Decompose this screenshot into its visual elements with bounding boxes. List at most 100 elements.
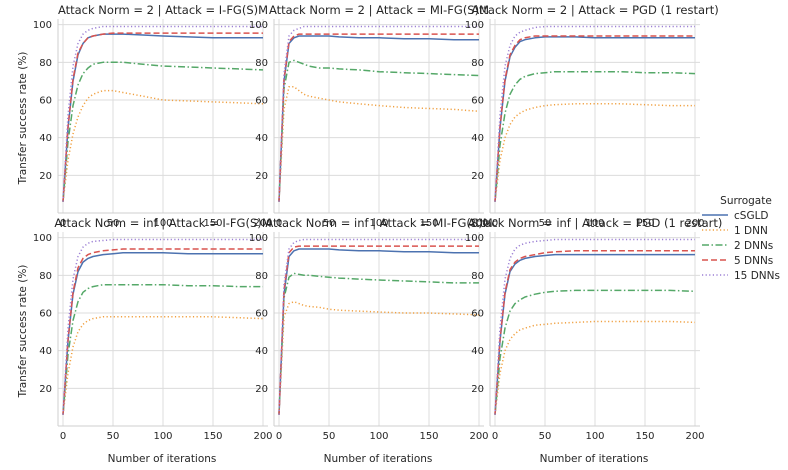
x-tick-label: 200 xyxy=(253,218,272,229)
panel-title: Attack Norm = inf | Attack = I-FG(S)M xyxy=(54,216,271,230)
y-tick-label: 40 xyxy=(39,346,52,357)
x-tick-label: 50 xyxy=(323,431,336,442)
x-tick-label: 100 xyxy=(153,218,172,229)
x-tick-label: 200 xyxy=(685,218,704,229)
panels-group: Attack Norm = 2 | Attack = I-FG(S)M 20 40 6… xyxy=(33,3,722,442)
series-line-5-dnns xyxy=(278,33,479,202)
series-line-2-dnns xyxy=(62,61,264,202)
legend-label: 1 DNN xyxy=(734,225,768,237)
panel-title: Attack Norm = 2 | Attack = MI-FG(S)M xyxy=(269,3,489,17)
y-tick-label: 20 xyxy=(471,171,484,182)
y-tick-label: 100 xyxy=(249,20,268,31)
x-tick-label: 50 xyxy=(107,218,120,229)
series-line-csgld xyxy=(62,33,263,202)
legend-label: 2 DNNs xyxy=(734,240,773,252)
series-line-csgld xyxy=(62,251,263,415)
series-line-1-dnn xyxy=(278,300,480,415)
x-axis-label-2: Number of iterations xyxy=(324,453,433,465)
x-tick-label: 50 xyxy=(323,218,336,229)
series-line-15-dnns xyxy=(278,238,479,415)
series-line-csgld xyxy=(278,35,479,202)
y-tick-label: 20 xyxy=(255,384,268,395)
y-tick-label: 80 xyxy=(471,271,484,282)
panel-3: Attack Norm = 2 | Attack = PGD (1 restar… xyxy=(465,3,719,229)
y-tick-label: 60 xyxy=(471,308,484,319)
y-tick-label: 80 xyxy=(471,58,484,69)
y-tick-label: 100 xyxy=(465,20,484,31)
x-tick-label: 100 xyxy=(153,431,172,442)
series-line-15-dnns xyxy=(278,25,479,202)
series-line-15-dnns xyxy=(494,238,695,415)
y-tick-label: 60 xyxy=(39,95,52,106)
y-tick-label: 40 xyxy=(471,133,484,144)
series-line-5-dnns xyxy=(494,35,695,202)
x-tick-label: 100 xyxy=(369,431,388,442)
series-line-1-dnn xyxy=(62,316,264,415)
y-tick-label: 100 xyxy=(33,233,52,244)
series-line-1-dnn xyxy=(494,320,696,415)
x-tick-label: 0 xyxy=(60,218,66,229)
x-tick-label: 0 xyxy=(60,431,66,442)
series-line-5-dnns xyxy=(62,248,263,415)
series-line-2-dnns xyxy=(278,272,479,415)
legend-title: Surrogate xyxy=(720,195,772,207)
y-tick-label: 60 xyxy=(471,95,484,106)
legend-label: cSGLD xyxy=(734,210,769,222)
series-line-5-dnns xyxy=(278,245,479,415)
x-tick-label: 200 xyxy=(469,431,488,442)
x-tick-label: 100 xyxy=(585,431,604,442)
x-tick-label: 200 xyxy=(469,218,488,229)
y-tick-label: 100 xyxy=(465,233,484,244)
series-line-1-dnn xyxy=(494,103,695,202)
y-axis-label-top: Transfer success rate (%) xyxy=(17,52,29,186)
x-tick-label: 100 xyxy=(369,218,388,229)
x-tick-label: 150 xyxy=(203,218,222,229)
series-line-5-dnns xyxy=(62,32,263,202)
y-tick-label: 100 xyxy=(249,233,268,244)
panel-2: Attack Norm = 2 | Attack = MI-FG(S)M 20 40… xyxy=(249,3,489,229)
x-tick-label: 150 xyxy=(419,218,438,229)
x-tick-label: 50 xyxy=(539,218,552,229)
y-tick-label: 20 xyxy=(39,384,52,395)
x-tick-label: 50 xyxy=(107,431,120,442)
y-tick-label: 80 xyxy=(255,271,268,282)
y-tick-label: 40 xyxy=(255,133,268,144)
legend: Surrogate cSGLD 1 DNN 2 DNNs 5 DNNs 15 DNNs xyxy=(702,195,780,282)
panel-5: Attack Norm = inf | Attack = MI-FG(S)M20… xyxy=(249,216,493,442)
y-tick-label: 80 xyxy=(39,58,52,69)
series-line-15-dnns xyxy=(494,25,695,202)
y-tick-label: 20 xyxy=(471,384,484,395)
y-tick-label: 80 xyxy=(255,58,268,69)
y-tick-label: 20 xyxy=(255,171,268,182)
x-axis-label-1: Number of iterations xyxy=(108,453,217,465)
panel-6: Attack Norm = inf | Attack = PGD (1 rest… xyxy=(465,216,722,442)
panel-1: Attack Norm = 2 | Attack = I-FG(S)M 20 40 6… xyxy=(33,3,273,229)
legend-label: 5 DNNs xyxy=(734,255,773,267)
panel-title: Attack Norm = 2 | Attack = PGD (1 restar… xyxy=(471,3,718,17)
y-tick-label: 60 xyxy=(255,95,268,106)
x-tick-label: 0 xyxy=(276,218,282,229)
x-tick-label: 150 xyxy=(635,218,654,229)
series-line-2-dnns xyxy=(62,283,263,415)
x-tick-label: 150 xyxy=(635,431,654,442)
series-line-2-dnns xyxy=(494,70,696,202)
series-line-5-dnns xyxy=(494,250,695,415)
y-tick-label: 40 xyxy=(471,346,484,357)
x-axis-label-3: Number of iterations xyxy=(540,453,649,465)
x-tick-label: 200 xyxy=(685,431,704,442)
x-tick-label: 0 xyxy=(276,431,282,442)
y-axis-label-bottom: Transfer success rate (%) xyxy=(17,265,29,399)
y-tick-label: 100 xyxy=(33,20,52,31)
panel-title: Attack Norm = inf | Attack = MI-FG(S)M xyxy=(265,216,492,230)
legend-label: 15 DNNs xyxy=(734,270,780,282)
x-tick-label: 100 xyxy=(585,218,604,229)
x-tick-label: 150 xyxy=(203,431,222,442)
series-line-csgld xyxy=(494,253,695,415)
panel-title: Attack Norm = 2 | Attack = I-FG(S)M xyxy=(58,3,268,17)
series-line-2-dnns xyxy=(278,59,480,202)
y-tick-label: 60 xyxy=(255,308,268,319)
y-tick-label: 60 xyxy=(39,308,52,319)
y-tick-label: 40 xyxy=(255,346,268,357)
series-line-15-dnns xyxy=(62,25,263,202)
